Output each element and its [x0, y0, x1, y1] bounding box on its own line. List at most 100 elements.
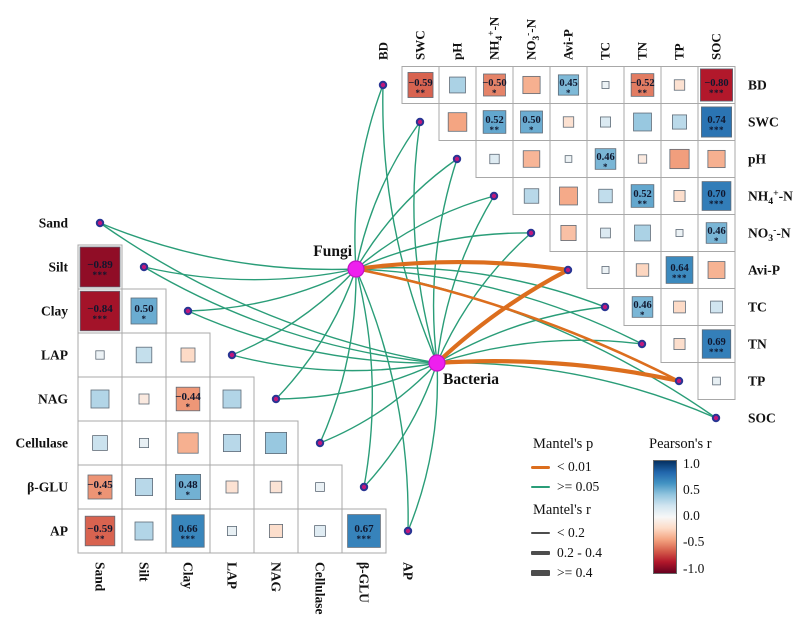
- row-label-LAP: LAP: [41, 348, 68, 363]
- col-label-Clay: Clay: [181, 562, 196, 589]
- col-label-BD: BD: [376, 42, 391, 60]
- node-dot-SWC: [415, 117, 425, 127]
- edge-Fungi-SWC: [355, 121, 421, 270]
- row-label-TC: TC: [748, 300, 767, 315]
- corr-square-NAG-Clay: [175, 386, 201, 412]
- row-label-AP: AP: [50, 524, 68, 539]
- corr-value: −0.59: [87, 523, 113, 535]
- corr-square-AP-LAP: [226, 526, 237, 537]
- corr-square-Cellulase-Clay: [177, 432, 199, 454]
- corr-square-Cellulase-Sand: [92, 435, 108, 451]
- node-dot-TC: [600, 302, 610, 312]
- corr-value: 0.70: [707, 189, 725, 200]
- soil-property-matrix: −0.59**−0.50*0.45*−0.52**−0.80***0.52**0…: [376, 16, 794, 425]
- corr-square-Avi-P-TP: [665, 256, 694, 284]
- thick-line-swatch: [531, 570, 550, 576]
- texture-enzyme-matrix: −0.89***−0.84***0.50*−0.44*−0.45*0.48*−0…: [16, 216, 416, 615]
- corr-square-pH-TP: [669, 148, 690, 170]
- corr-square-AP-Sand: [84, 515, 116, 547]
- corr-square-BD-TN: [630, 73, 655, 97]
- corr-square-pH-NO3--N: [522, 150, 541, 168]
- hub-Fungi: [347, 260, 365, 278]
- corr-value: 0.48: [178, 479, 198, 491]
- significance-stars: ***: [709, 347, 724, 357]
- hub-Bacteria: [428, 354, 446, 372]
- col-label-NH4+-N: NH4+-N: [487, 16, 506, 60]
- legend-item-label: < 0.2: [557, 525, 585, 540]
- corr-value: 0.69: [707, 337, 725, 348]
- edge-Bacteria-TP: [434, 359, 682, 384]
- corr-square-NAG-Sand: [90, 389, 110, 409]
- significance-stars: *: [98, 490, 103, 500]
- medium-line-swatch: [531, 551, 550, 555]
- legend-item-label: < 0.01: [557, 459, 592, 474]
- corr-square-AP-Silt: [134, 521, 154, 541]
- colorbar-ticks: 1.0 0.5 0.0 -0.5 -1.0: [683, 457, 704, 575]
- edge-Bacteria-Clay: [187, 310, 438, 364]
- node-dot-Cellulase: [315, 438, 325, 448]
- cell-β-GLU-LAP: [209, 464, 255, 510]
- corr-square-BD-SOC: [700, 68, 734, 102]
- corr-square-AP-Cellulase: [314, 525, 326, 537]
- row-label-SWC: SWC: [748, 115, 779, 130]
- legend-item-label: >= 0.4: [557, 565, 593, 580]
- corr-square-BD-TP: [673, 79, 686, 91]
- node-dot-NO3--N: [526, 228, 536, 238]
- network-edges: [99, 84, 717, 532]
- corr-square-LAP-Sand: [95, 350, 105, 360]
- corr-square-β-GLU-NAG: [269, 480, 283, 494]
- corr-square-NH4+-N-TP: [673, 190, 686, 202]
- col-label-Sand: Sand: [93, 562, 108, 592]
- edge-Bacteria-Cellulase: [319, 362, 438, 444]
- corr-square-BD-pH: [449, 76, 466, 94]
- edge-Fungi-AP: [355, 268, 409, 532]
- edge-Fungi-LAP: [231, 268, 357, 356]
- row-label-Silt: Silt: [48, 260, 68, 275]
- corr-square-NO3--N-Avi-P: [560, 224, 577, 241]
- corr-square-NAG-LAP: [222, 389, 242, 409]
- significance-stars: *: [142, 314, 147, 324]
- edge-Fungi-NH4+-N: [355, 195, 495, 270]
- corr-value: 0.52: [633, 189, 651, 200]
- edge-Bacteria-NAG: [275, 362, 438, 400]
- significance-stars: **: [490, 125, 500, 135]
- edge-Bacteria-NO3--N: [436, 232, 532, 364]
- col-label-pH: pH: [450, 43, 465, 60]
- significance-stars: ***: [357, 534, 372, 544]
- corr-square-BD-Avi-P: [557, 74, 580, 96]
- corr-value: −0.59: [408, 78, 432, 89]
- thin-line-swatch: [531, 532, 550, 534]
- node-dot-BD: [378, 80, 388, 90]
- edge-Fungi-β-GLU: [355, 268, 374, 488]
- edge-Bacteria-NH4+-N: [436, 195, 495, 364]
- colorbar-tick: -1.0: [683, 560, 705, 576]
- mantel-legend: Mantel's p < 0.01 >= 0.05 Mantel's r < 0…: [531, 436, 633, 583]
- corr-value: 0.50: [522, 115, 540, 126]
- significance-stars: **: [95, 534, 105, 544]
- edge-Fungi-TC: [355, 267, 606, 308]
- colorbar-wrap: 1.0 0.5 0.0 -0.5 -1.0: [653, 457, 712, 575]
- corr-square-Avi-P-TC: [601, 266, 610, 274]
- corr-square-Cellulase-NAG: [264, 431, 287, 454]
- corr-square-BD-NO3--N: [522, 75, 541, 95]
- corr-square-Avi-P-TN: [635, 263, 650, 277]
- edge-Bacteria-TN: [436, 339, 643, 364]
- corr-square-Silt-Sand: [79, 246, 121, 288]
- corr-square-pH-TC: [594, 148, 617, 170]
- corr-value: 0.50: [134, 303, 154, 315]
- col-label-NO3--N: NO3--N: [524, 18, 543, 60]
- corr-square-β-GLU-Clay: [174, 473, 201, 500]
- edge-Fungi-Avi-P: [353, 259, 571, 273]
- corr-square-AP-Clay: [171, 514, 205, 548]
- pearson-title: Pearson's r: [649, 436, 712, 452]
- row-label-NO3--N: NO3--N: [748, 225, 791, 244]
- corr-square-NH4+-N-TN: [630, 184, 655, 208]
- corr-square-pH-NH4+-N: [489, 153, 500, 165]
- col-label-SWC: SWC: [413, 30, 428, 60]
- cell-Avi-P-SOC: [697, 251, 736, 289]
- edge-Fungi-Clay: [187, 268, 357, 312]
- col-label-TC: TC: [598, 42, 613, 60]
- corr-square-AP-NAG: [268, 524, 283, 539]
- orange-line-swatch: [531, 465, 550, 469]
- edge-Bacteria-SWC: [413, 121, 438, 364]
